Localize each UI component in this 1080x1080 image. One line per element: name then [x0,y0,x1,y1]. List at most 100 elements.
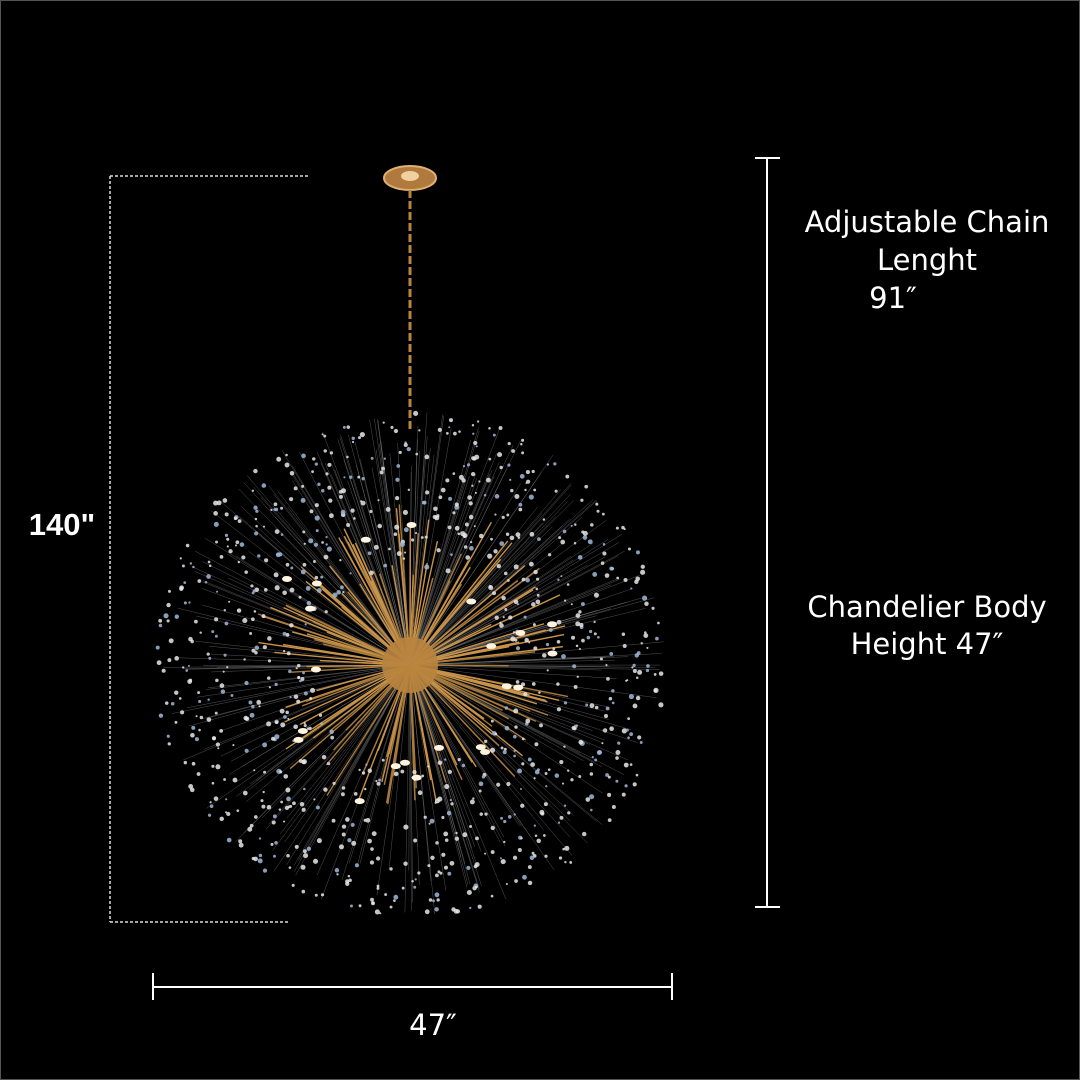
crystal [185,543,190,548]
crystal-strand [241,664,411,768]
crystal [213,521,219,527]
crystal [520,837,523,840]
crystal [253,505,258,510]
crystal [632,703,638,709]
crystal [294,844,299,849]
crystal [420,536,424,539]
crystal [434,873,439,878]
crystal-strand [409,659,616,666]
crystal [509,535,515,541]
crystal [402,509,408,516]
crystal [223,608,226,612]
crystal [302,530,306,534]
crystal [314,503,319,508]
crystal-strand [409,469,493,666]
crystal [444,784,450,790]
crystal [556,640,561,644]
crystal [336,873,339,876]
crystal [155,645,160,650]
crystal [310,687,316,693]
crystal [453,431,457,436]
crystal [343,476,346,479]
crystal [226,666,229,669]
crystal [475,836,479,841]
crystal [289,497,294,502]
crystal [413,885,417,889]
crystal [295,667,298,670]
crystal [321,541,324,544]
crystal [434,801,437,804]
crystal [424,454,430,460]
crystal [588,629,593,634]
crystal [534,769,540,775]
crystal [436,898,440,902]
crystal [556,619,562,625]
crystal [501,515,505,519]
crystal [325,536,328,539]
crystal [627,717,631,721]
bulb [400,759,411,766]
crystal [377,499,380,502]
crystal [358,768,361,772]
crystal [226,811,231,817]
crystal [401,886,405,890]
crystal [280,506,284,510]
crystal [346,425,351,429]
bulb [406,521,417,528]
crystal-strand [201,588,411,666]
crystal [457,758,461,762]
crystal [276,553,279,556]
crystal [224,512,229,517]
crystal [541,653,547,658]
crystal-strand [409,664,555,870]
crystal [358,436,362,440]
crystal [631,666,634,669]
crystal [488,457,492,461]
crystal [207,698,210,701]
crystal [513,749,517,753]
crystal [486,477,491,483]
crystal-strand [409,427,479,666]
crystal-strand [272,664,411,851]
crystal [396,464,401,468]
crystal [272,814,277,819]
crystal-strand [409,578,621,666]
crystal [377,523,383,529]
crystal [457,532,461,536]
crystal [428,898,433,902]
crystal [444,758,447,761]
crystal [299,679,302,683]
crystal [338,494,343,499]
crystal [214,617,219,622]
crystal [166,619,170,623]
crystal [403,442,408,448]
crystal [575,613,581,618]
crystal [627,547,631,551]
crystal [211,630,215,634]
crystal [225,798,228,801]
crystal [301,484,305,488]
crystal-strand [409,664,571,822]
crystal [452,472,456,475]
crystal-strand [409,501,568,666]
crystal [220,689,226,694]
crystal [208,656,212,660]
crystal [286,853,290,858]
crystal [454,836,460,841]
bulb [311,580,322,587]
crystal [590,523,594,527]
crystal [554,489,558,493]
crystal [251,704,255,709]
crystal [270,842,274,846]
crystal [494,494,500,499]
crystal [433,506,438,512]
crystal [434,892,440,898]
crystal [607,792,612,797]
crystal-strand [379,443,411,666]
crystal [338,844,344,850]
crystal [562,529,567,534]
crystal [472,432,475,435]
crystal [478,781,484,787]
crystal [466,889,472,896]
crystal-strand [409,664,548,804]
